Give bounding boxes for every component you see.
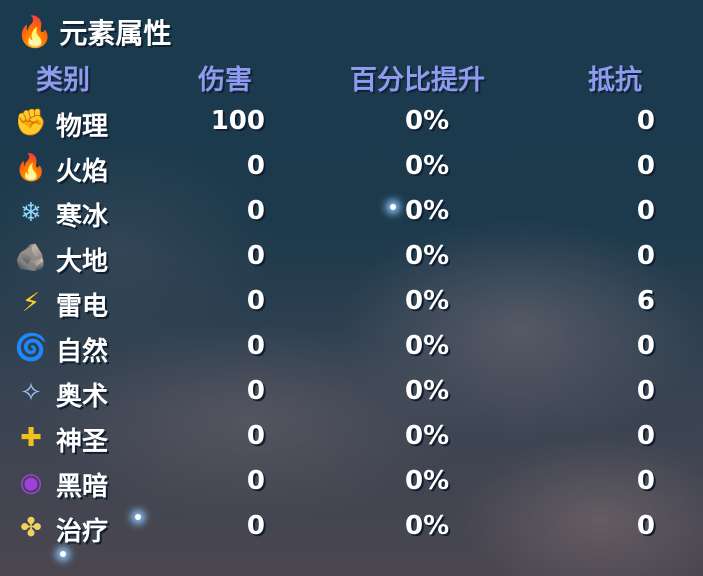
element-row: ⚡ 雷电 0 0% 6	[0, 282, 703, 322]
sparkle	[390, 204, 396, 210]
resist-value: 0	[636, 376, 655, 406]
header-category: 类别	[36, 65, 90, 96]
element-row: ◉ 黑暗 0 0% 0	[0, 462, 703, 502]
damage-value: 0	[246, 286, 265, 316]
element-row: 🪨 大地 0 0% 0	[0, 237, 703, 277]
damage-value: 100	[210, 106, 265, 136]
element-row: ✤ 治疗 0 0% 0	[0, 507, 703, 547]
heal-cross-icon: ✤	[20, 513, 42, 543]
element-row: ❄ 寒冰 0 0% 0	[0, 192, 703, 232]
element-name: 奥术	[56, 382, 109, 412]
element-name: 黑暗	[56, 472, 109, 502]
element-row: ✊ 物理 100 0% 0	[0, 102, 703, 142]
element-name: 神圣	[56, 427, 109, 457]
rock-icon: 🪨	[14, 243, 48, 273]
element-row: ✚ 神圣 0 0% 0	[0, 417, 703, 457]
sparkle	[135, 514, 141, 520]
percent-value: 0%	[405, 331, 450, 361]
percent-value: 0%	[405, 421, 450, 451]
element-name: 治疗	[56, 517, 109, 547]
damage-value: 0	[246, 466, 265, 496]
element-name: 大地	[56, 247, 109, 277]
percent-value: 0%	[405, 286, 450, 316]
resist-value: 0	[636, 511, 655, 541]
element-row: 🔥 火焰 0 0% 0	[0, 147, 703, 187]
damage-value: 0	[246, 376, 265, 406]
element-row: ✧ 奥术 0 0% 0	[0, 372, 703, 412]
header-damage: 伤害	[198, 65, 252, 96]
damage-value: 0	[246, 196, 265, 226]
resist-value: 6	[636, 286, 655, 316]
sparkle	[60, 551, 66, 557]
element-name: 寒冰	[56, 202, 109, 232]
damage-value: 0	[246, 151, 265, 181]
holy-cross-icon: ✚	[20, 423, 42, 453]
element-row: 🌀 自然 0 0% 0	[0, 327, 703, 367]
resist-value: 0	[636, 421, 655, 451]
percent-value: 0%	[405, 106, 450, 136]
dark-vortex-icon: ◉	[19, 468, 43, 498]
percent-value: 0%	[405, 376, 450, 406]
resist-value: 0	[636, 331, 655, 361]
damage-value: 0	[246, 241, 265, 271]
fist-icon: ✊	[14, 108, 48, 138]
flame-icon: 🔥	[16, 14, 54, 50]
element-name: 自然	[56, 337, 109, 367]
percent-value: 0%	[405, 241, 450, 271]
damage-value: 0	[246, 331, 265, 361]
percent-value: 0%	[405, 196, 450, 226]
leaf-swirl-icon: 🌀	[14, 333, 48, 363]
header-resist: 抵抗	[588, 65, 642, 96]
element-name: 雷电	[56, 292, 109, 322]
percent-value: 0%	[405, 466, 450, 496]
damage-value: 0	[246, 421, 265, 451]
snowflake-icon: ❄	[20, 198, 42, 228]
element-name: 物理	[56, 112, 109, 142]
damage-value: 0	[246, 511, 265, 541]
lightning-icon: ⚡	[21, 288, 41, 318]
resist-value: 0	[636, 106, 655, 136]
element-name: 火焰	[56, 157, 109, 187]
resist-value: 0	[636, 151, 655, 181]
arcane-icon: ✧	[20, 378, 42, 408]
header-percent: 百分比提升	[350, 65, 485, 96]
percent-value: 0%	[405, 151, 450, 181]
resist-value: 0	[636, 196, 655, 226]
percent-value: 0%	[405, 511, 450, 541]
resist-value: 0	[636, 241, 655, 271]
resist-value: 0	[636, 466, 655, 496]
fire-icon: 🔥	[14, 153, 48, 183]
panel-title: 🔥 元素属性	[16, 14, 172, 51]
